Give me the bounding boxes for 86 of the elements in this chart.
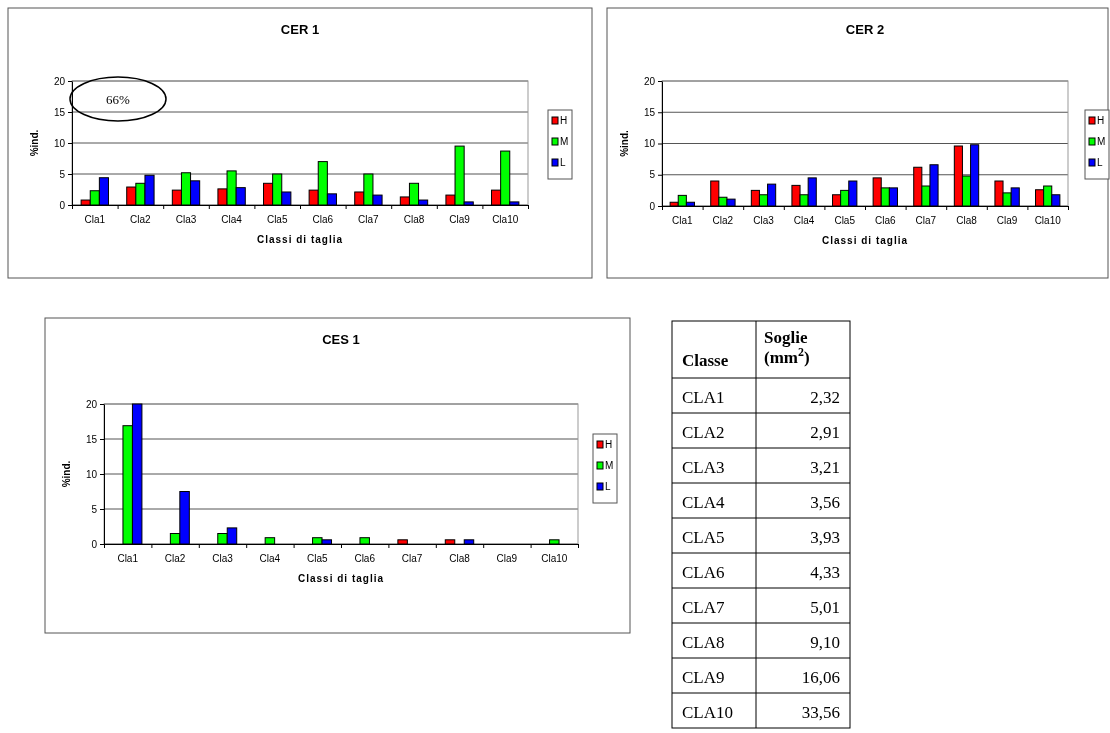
chart-title: CES 1 <box>322 332 360 347</box>
category-label: CLA5 <box>682 528 725 547</box>
chart-title: CER 1 <box>280 22 320 37</box>
text: 3,21 <box>810 458 840 477</box>
x-tick-label: Cla8 <box>449 553 471 564</box>
x-tick-label: Cla4 <box>221 214 243 225</box>
legend-label: M <box>560 136 569 147</box>
text: 3,56 <box>810 493 840 512</box>
x-tick-label: Cla3 <box>175 214 197 225</box>
x-tick-label: Cla10 <box>1034 215 1062 226</box>
category-label: CLA3 <box>682 458 725 477</box>
y-tick-label: 20 <box>85 398 98 410</box>
x-tick-label: Cla3 <box>212 553 234 564</box>
x-tick-label: Cla2 <box>164 553 186 564</box>
y-axis-title: %ind. <box>619 129 630 157</box>
x-tick-label: Cla10 <box>492 214 519 225</box>
x-tick-label: Cla6 <box>312 214 334 225</box>
x-tick-label: Cla9 <box>496 553 518 564</box>
category-label: CLA4 <box>682 493 725 512</box>
x-tick-label: Cla1 <box>672 215 694 226</box>
x-tick-label: Cla5 <box>834 215 856 226</box>
x-tick-label: Cla1 <box>117 553 139 564</box>
x-tick-label: Cla5 <box>307 553 329 564</box>
x-tick-label: Cla3 <box>753 215 775 226</box>
y-tick-label: 15 <box>643 106 656 118</box>
category-label: CLA8 <box>682 633 725 652</box>
legend-label: L <box>1097 157 1103 168</box>
x-tick-label: Cla1 <box>84 214 106 225</box>
x-tick-label: Cla7 <box>401 553 423 564</box>
x-axis-title: Classi di taglia <box>297 573 385 584</box>
x-tick-label: Cla9 <box>449 214 471 225</box>
x-tick-label: Cla10 <box>541 553 568 564</box>
x-tick-label: Cla9 <box>996 215 1018 226</box>
legend-label: L <box>605 481 611 492</box>
y-tick-label: 10 <box>85 468 98 480</box>
x-tick-label: Cla2 <box>130 214 152 225</box>
x-tick-label: Cla7 <box>358 214 380 225</box>
legend-label: H <box>1097 115 1105 126</box>
category-label: CLA9 <box>682 668 725 687</box>
annotation: 66% <box>106 92 131 107</box>
category-label: CLA10 <box>682 703 733 722</box>
text: Soglie (mm$^{2}$) <box>764 328 810 367</box>
y-tick-label: 20 <box>53 75 66 87</box>
y-tick-label: 0 <box>59 199 66 211</box>
x-tick-label: Cla6 <box>354 553 376 564</box>
x-tick-label: Cla4 <box>259 553 281 564</box>
chart-title: CER 2 <box>845 22 885 37</box>
y-tick-label: 0 <box>649 200 656 212</box>
legend-label: H <box>605 439 613 450</box>
y-tick-label: 10 <box>643 138 656 150</box>
text: 33,56 <box>801 703 840 722</box>
x-tick-label: Cla7 <box>915 215 937 226</box>
x-tick-label: Cla4 <box>793 215 815 226</box>
text: 9,10 <box>810 633 840 652</box>
y-tick-label: 0 <box>91 538 98 550</box>
category-label: CLA7 <box>682 598 725 617</box>
text: 2,91 <box>810 423 840 442</box>
x-axis-title: Classi di taglia <box>821 235 909 246</box>
x-axis-title: Classi di taglia <box>256 234 344 245</box>
text: 3,93 <box>810 528 840 547</box>
y-tick-label: 10 <box>53 137 66 149</box>
y-axis-title: %ind. <box>61 460 72 488</box>
text: Classe <box>682 351 729 370</box>
text: 5,01 <box>810 598 840 617</box>
x-tick-label: Cla8 <box>403 214 425 225</box>
y-tick-label: 5 <box>649 169 656 181</box>
y-tick-label: 20 <box>643 75 656 87</box>
text: 4,33 <box>810 563 840 582</box>
category-label: CLA1 <box>682 388 725 407</box>
text: 16,06 <box>801 668 840 687</box>
y-tick-label: 15 <box>85 433 98 445</box>
y-tick-label: 15 <box>53 106 66 118</box>
x-tick-label: Cla6 <box>875 215 897 226</box>
y-tick-label: 5 <box>59 168 66 180</box>
y-tick-label: 5 <box>91 503 98 515</box>
legend-label: M <box>1097 136 1106 147</box>
x-tick-label: Cla2 <box>712 215 734 226</box>
text: 2,32 <box>810 388 840 407</box>
x-tick-label: Cla8 <box>956 215 978 226</box>
y-axis-title: %ind. <box>29 129 40 157</box>
legend-label: M <box>605 460 614 471</box>
category-label: CLA6 <box>682 563 725 582</box>
category-label: CLA2 <box>682 423 725 442</box>
legend-label: L <box>560 157 566 168</box>
x-tick-label: Cla5 <box>266 214 288 225</box>
legend-label: H <box>560 115 568 126</box>
